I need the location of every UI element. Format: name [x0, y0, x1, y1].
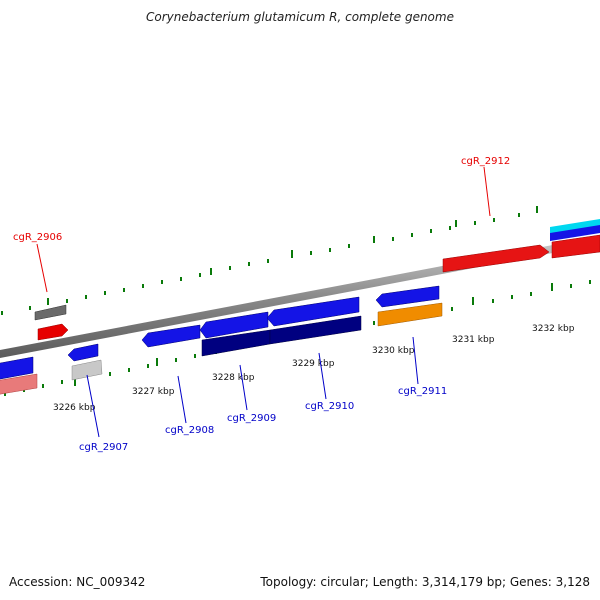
accession-text: Accession: NC_009342: [9, 575, 146, 589]
label-leaders: [36, 166, 491, 438]
gene-cgR_2910[interactable]: [269, 315, 362, 345]
gene-label-cgR_2909[interactable]: cgR_2909: [227, 413, 276, 424]
tick-label: 3231 kbp: [452, 335, 495, 345]
gene-cgR_2906-gray[interactable]: [34, 304, 67, 321]
gene-left-pink[interactable]: [0, 373, 38, 395]
gene-cgR_2906[interactable]: [37, 323, 69, 341]
reverse-genes: [0, 285, 443, 395]
gene-cgR_2910-blue[interactable]: [266, 296, 360, 327]
gene-cgR_2907-gray[interactable]: [71, 359, 103, 381]
tick-label: 3229 kbp: [292, 359, 335, 369]
forward-tick-track: [1, 206, 538, 315]
gene-forward-blue[interactable]: [550, 225, 600, 241]
kbp-scale: 3226 kbp 3227 kbp 3228 kbp 3229 kbp 3230…: [53, 324, 575, 413]
gene-label-cgR_2908[interactable]: cgR_2908: [165, 425, 214, 436]
gene-cgR_2908[interactable]: [141, 324, 201, 348]
gene-cgR_2909-blue[interactable]: [199, 311, 269, 339]
tick-label: 3232 kbp: [532, 324, 575, 334]
gene-label-cgR_2906[interactable]: cgR_2906: [13, 232, 62, 243]
tick-label: 3227 kbp: [132, 387, 175, 397]
gene-forward-right[interactable]: [551, 234, 600, 259]
gene-left-blue[interactable]: [0, 356, 34, 380]
tick-label: 3230 kbp: [372, 346, 415, 356]
tick-label: 3226 kbp: [53, 403, 96, 413]
gene-cgR_2907[interactable]: [67, 343, 99, 362]
gene-cgR_2912[interactable]: [442, 244, 550, 273]
gene-label-cgR_2910[interactable]: cgR_2910: [305, 401, 354, 412]
gene-forward-cyan[interactable]: [550, 219, 600, 234]
gene-label-cgR_2907[interactable]: cgR_2907: [79, 442, 128, 453]
gene-cgR_2911-blue[interactable]: [375, 285, 440, 308]
gene-cgR_2911[interactable]: [377, 302, 443, 327]
gene-label-cgR_2911[interactable]: cgR_2911: [398, 386, 447, 397]
forward-genes: [34, 219, 600, 341]
gene-labels: cgR_2906 cgR_2907 cgR_2908 cgR_2909 cgR_…: [13, 156, 510, 453]
tick-label: 3228 kbp: [212, 373, 255, 383]
map-title: Corynebacterium glutamicum R, complete g…: [146, 10, 454, 24]
genome-summary-text: Topology: circular; Length: 3,314,179 bp…: [260, 575, 590, 589]
gene-label-cgR_2912[interactable]: cgR_2912: [461, 156, 510, 167]
